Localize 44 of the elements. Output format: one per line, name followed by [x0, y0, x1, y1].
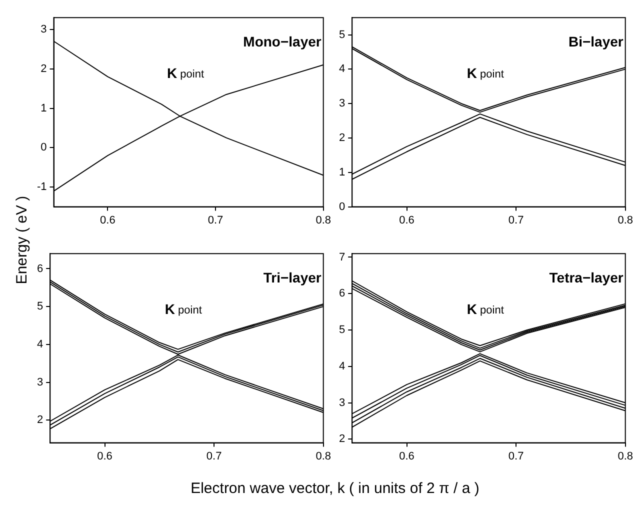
- y-tick-label: 1: [40, 102, 47, 114]
- x-tick-label: 0.6: [399, 450, 414, 462]
- text: Tri−layer: [263, 269, 322, 286]
- y-tick-label: 3: [36, 376, 44, 388]
- x-tick-label: 0.7: [208, 214, 224, 226]
- y-tick-label: 7: [338, 251, 346, 264]
- x-tick-label: 0.7: [508, 214, 524, 226]
- y-tick-label: -1: [37, 181, 47, 194]
- x-tick-label: 0.7: [206, 450, 222, 462]
- y-tick-label: 3: [338, 396, 346, 409]
- text: Bi−layer: [568, 33, 624, 50]
- annotation: K point: [466, 301, 504, 318]
- x-tick-label: 0.7: [508, 450, 524, 462]
- y-tick-label: 2: [338, 433, 346, 446]
- text: Tetra−layer: [549, 269, 624, 286]
- y-tick-label: 2: [40, 62, 47, 75]
- annotation: K point: [164, 301, 202, 318]
- y-tick-label: 3: [40, 23, 47, 36]
- x-tick-label: 0.6: [100, 214, 116, 226]
- y-tick-label: 2: [338, 132, 346, 144]
- y-tick-label: 1: [338, 166, 346, 178]
- y-tick-label: 6: [338, 288, 346, 300]
- y-tick-label: 5: [338, 324, 346, 336]
- x-tick-label: 0.8: [618, 450, 634, 462]
- x-axis-title: Electron wave vector, k ( in units of 2 π / a ): [190, 480, 480, 497]
- x-tick-label: 0.8: [316, 450, 332, 462]
- y-tick-label: 4: [338, 360, 346, 372]
- y-tick-label: 3: [338, 98, 346, 110]
- y-tick-label: 6: [36, 262, 44, 275]
- text: Mono−layer: [243, 33, 322, 50]
- y-tick-label: 0: [40, 142, 47, 154]
- y-tick-label: 5: [36, 300, 44, 313]
- x-tick-label: 0.6: [399, 214, 414, 226]
- x-tick-label: 0.6: [97, 450, 112, 462]
- y-tick-label: 4: [36, 338, 44, 350]
- annotation: K point: [167, 65, 204, 82]
- y-axis-title: Energy ( eV ): [14, 196, 30, 284]
- annotation: K point: [466, 65, 504, 82]
- x-tick-label: 0.8: [618, 214, 634, 226]
- y-tick-label: 0: [338, 200, 346, 213]
- y-tick-label: 4: [338, 63, 346, 76]
- x-tick-label: 0.8: [316, 214, 332, 226]
- y-tick-label: 2: [36, 414, 44, 426]
- y-tick-label: 5: [338, 28, 346, 41]
